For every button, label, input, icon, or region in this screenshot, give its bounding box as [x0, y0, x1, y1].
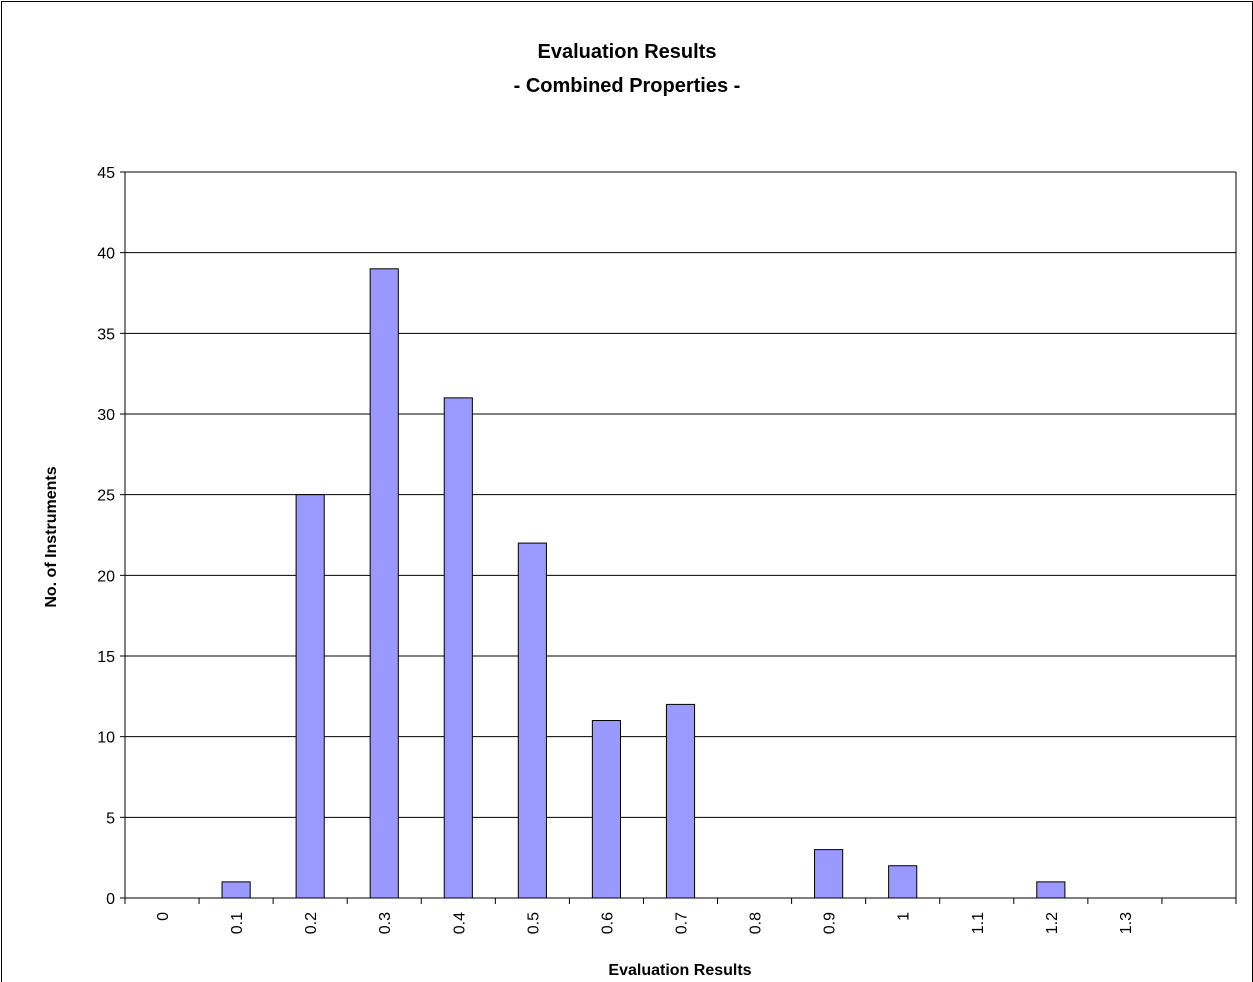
x-tick-label: 0.9: [822, 912, 839, 934]
bar: [888, 865, 918, 899]
plot-area: 0 5 10 15 20 25 30 35 40 45 0 0.1 0.2 0.3 0.4 0.5 0.6 0.7…: [97, 165, 1237, 934]
bar: [1036, 881, 1066, 899]
chart-title: Evaluation Results: [538, 41, 717, 63]
y-tick-label: 15: [97, 649, 115, 666]
y-tick-label: 5: [106, 810, 115, 827]
x-tick-label: 1.3: [1118, 912, 1135, 934]
y-tick-label: 10: [97, 730, 115, 747]
x-tick-label: 0.1: [229, 912, 246, 934]
y-tick-label: 25: [97, 488, 115, 505]
x-tick-label: 0.8: [748, 912, 765, 934]
x-tick-label: 1: [896, 912, 913, 921]
y-tick-label: 30: [97, 407, 115, 424]
x-tick-label: 0.2: [303, 912, 320, 934]
y-tick-label: 40: [97, 246, 115, 263]
y-tick-label: 45: [97, 165, 115, 182]
x-tick-label: 0.7: [674, 912, 691, 934]
bar: [295, 494, 325, 899]
x-tick-label: 0.6: [599, 912, 616, 934]
y-tick-label: 35: [97, 326, 115, 343]
bar: [221, 881, 251, 899]
y-axis-title: No. of Instruments: [43, 466, 60, 607]
x-tick-label: 0.3: [377, 912, 394, 934]
x-tick-label: 1.1: [970, 912, 987, 934]
x-axis-title: Evaluation Results: [608, 962, 751, 979]
x-tick-label: 0: [155, 912, 172, 921]
bar: [369, 268, 399, 899]
x-tick-label: 1.2: [1044, 912, 1061, 934]
chart-subtitle: - Combined Properties -: [514, 75, 741, 97]
bar: [591, 720, 622, 899]
x-tick-label: 0.5: [525, 912, 542, 934]
bar: [814, 849, 844, 899]
bar: [665, 703, 696, 899]
bar: [517, 542, 547, 899]
x-tick-label: 0.4: [451, 912, 468, 934]
bar: [443, 397, 473, 899]
y-tick-label: 0: [106, 891, 115, 908]
y-tick-label: 20: [97, 568, 115, 585]
